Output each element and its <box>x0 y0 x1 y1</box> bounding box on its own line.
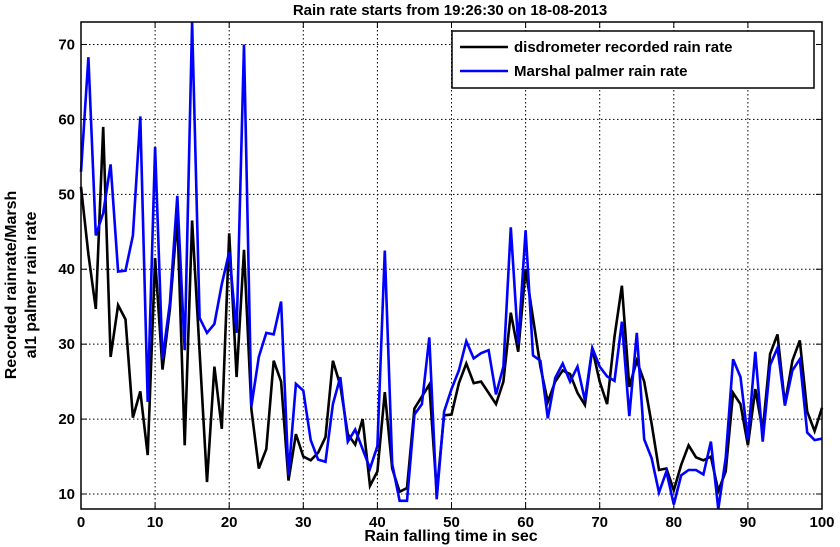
x-tick-label: 20 <box>221 514 238 531</box>
y-axis-label-line-2: al1 palmer rain rate <box>23 212 40 359</box>
series-line-disdrometer <box>79 126 824 496</box>
chart-title: Rain rate starts from 19:26:30 on 18-08-… <box>293 2 607 19</box>
x-tick-label: 100 <box>809 514 834 531</box>
series-line-marshal-palmer <box>79 21 823 510</box>
series-layer <box>79 21 824 510</box>
y-tick-label: 60 <box>58 111 75 128</box>
x-tick-label: 90 <box>740 514 757 531</box>
legend: disdrometer recorded rain rate Marshal pa… <box>451 30 815 89</box>
y-tick-label: 30 <box>58 336 75 353</box>
x-tick-label: 50 <box>443 514 460 531</box>
legend-label-disdrometer: disdrometer recorded rain rate <box>514 39 732 56</box>
y-axis-label: Recorded rainrate/Marsh al1 palmer rain … <box>3 191 40 380</box>
grid-lines <box>81 22 822 509</box>
x-tick-label: 10 <box>147 514 164 531</box>
y-axis-label-line-1: Recorded rainrate/Marsh <box>3 191 20 380</box>
y-tick-label: 40 <box>58 261 75 278</box>
x-tick-label: 80 <box>665 514 682 531</box>
legend-box <box>451 30 815 89</box>
legend-label-marshal-palmer: Marshal palmer rain rate <box>514 63 687 80</box>
y-tick-label: 20 <box>58 411 75 428</box>
y-tick-label: 10 <box>58 486 75 503</box>
y-tick-label: 50 <box>58 186 75 203</box>
x-tick-label: 60 <box>517 514 534 531</box>
x-tick-label: 30 <box>295 514 312 531</box>
x-tick-label: 40 <box>369 514 386 531</box>
y-tick-label: 70 <box>58 36 75 53</box>
x-axis-label: Rain falling time in sec <box>364 528 537 545</box>
x-tick-label: 70 <box>591 514 608 531</box>
x-tick-label: 0 <box>77 514 85 531</box>
